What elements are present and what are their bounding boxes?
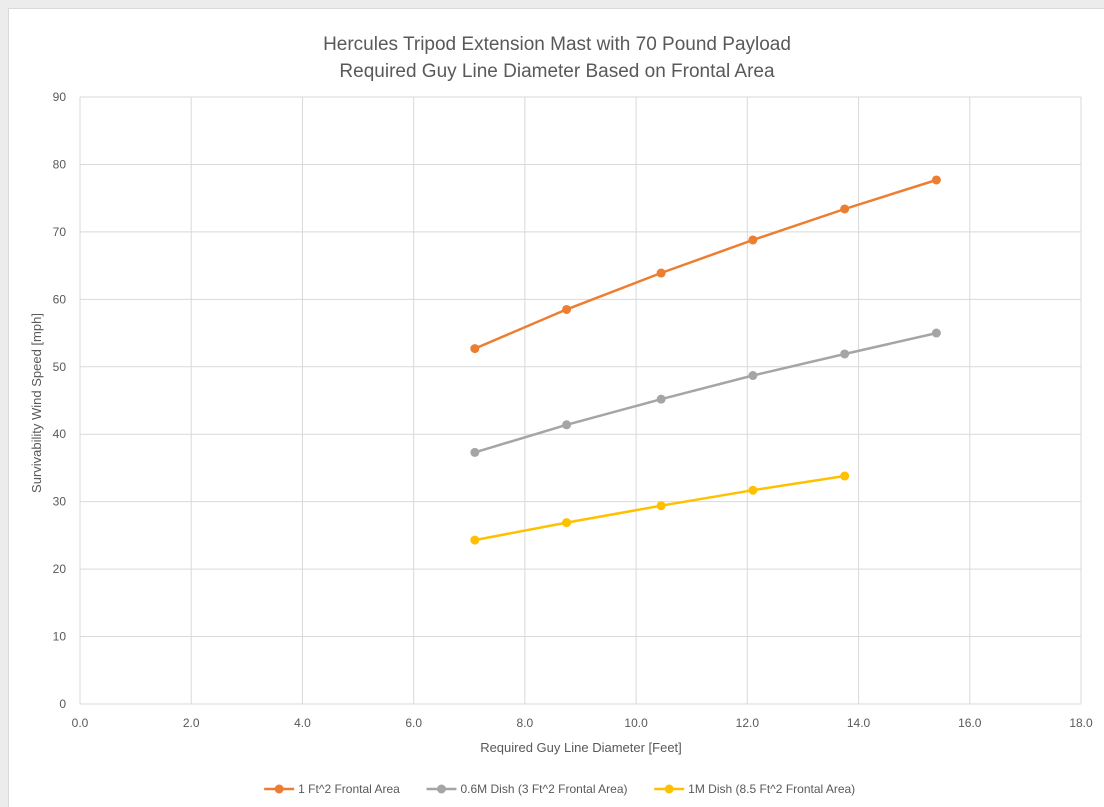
y-tick-label: 70 xyxy=(53,225,67,239)
chart-title-block: Hercules Tripod Extension Mast with 70 P… xyxy=(9,31,1104,85)
data-point xyxy=(931,175,941,185)
legend-item-1: 1 Ft^2 Frontal Area xyxy=(264,782,400,796)
x-tick-label: 4.0 xyxy=(294,716,311,730)
data-point xyxy=(562,304,572,314)
data-point xyxy=(470,535,480,545)
x-tick-label: 2.0 xyxy=(183,716,200,730)
legend-swatch-marker xyxy=(664,784,674,794)
y-tick-label: 20 xyxy=(53,562,67,576)
legend-label: 1 Ft^2 Frontal Area xyxy=(298,782,400,796)
data-point xyxy=(470,447,480,457)
data-point xyxy=(748,485,758,495)
legend-item-3: 1M Dish (8.5 Ft^2 Frontal Area) xyxy=(654,782,855,796)
grid xyxy=(79,96,1082,705)
legend-swatch-marker xyxy=(274,784,284,794)
data-point xyxy=(748,371,758,381)
x-tick-label: 0.0 xyxy=(72,716,89,730)
series-group xyxy=(470,175,941,545)
y-tick-label: 30 xyxy=(53,495,67,509)
y-tick-label: 90 xyxy=(53,90,67,104)
series-line-2 xyxy=(473,331,938,454)
axes: 0 10 20 30 40 50 60 70 80 90 0.0 2.0 4.0 6.0 8.0 10.0 12… xyxy=(53,90,1093,730)
x-tick-label: 12.0 xyxy=(736,716,760,730)
legend-item-2: 0.6M Dish (3 Ft^2 Frontal Area) xyxy=(426,782,628,796)
x-axis-title: Required Guy Line Diameter [Feet] xyxy=(480,740,682,755)
data-point xyxy=(840,349,850,359)
x-tick-label: 16.0 xyxy=(958,716,982,730)
data-point xyxy=(470,344,480,354)
data-point xyxy=(931,328,941,338)
x-tick-label: 10.0 xyxy=(624,716,648,730)
data-point xyxy=(748,235,758,245)
legend-label: 0.6M Dish (3 Ft^2 Frontal Area) xyxy=(460,782,627,796)
y-tick-label: 80 xyxy=(53,157,67,171)
y-tick-label: 50 xyxy=(53,360,67,374)
data-point xyxy=(656,394,666,404)
data-point xyxy=(840,204,850,214)
y-axis-title: Survivability Wind Speed [mph] xyxy=(29,313,44,493)
y-tick-label: 40 xyxy=(53,427,67,441)
data-point xyxy=(562,420,572,430)
x-tick-label: 6.0 xyxy=(405,716,422,730)
x-tick-label: 14.0 xyxy=(847,716,871,730)
legend: 1 Ft^2 Frontal Area 0.6M Dish (3 Ft^2 Fro… xyxy=(264,782,855,796)
series-line-1 xyxy=(473,178,938,350)
x-tick-label: 8.0 xyxy=(517,716,534,730)
legend-swatch-marker xyxy=(436,784,446,794)
data-point xyxy=(562,518,572,528)
data-point xyxy=(656,501,666,511)
y-tick-label: 0 xyxy=(59,697,66,711)
x-tick-label: 18.0 xyxy=(1069,716,1093,730)
chart-title: Hercules Tripod Extension Mast with 70 P… xyxy=(323,34,791,55)
legend-label: 1M Dish (8.5 Ft^2 Frontal Area) xyxy=(688,782,855,796)
data-point xyxy=(840,471,850,481)
chart-subtitle: Required Guy Line Diameter Based on Fron… xyxy=(339,61,775,82)
y-tick-label: 10 xyxy=(53,630,67,644)
y-tick-label: 60 xyxy=(53,292,67,306)
data-point xyxy=(656,268,666,278)
chart-area: Hercules Tripod Extension Mast with 70 P… xyxy=(8,8,1104,807)
